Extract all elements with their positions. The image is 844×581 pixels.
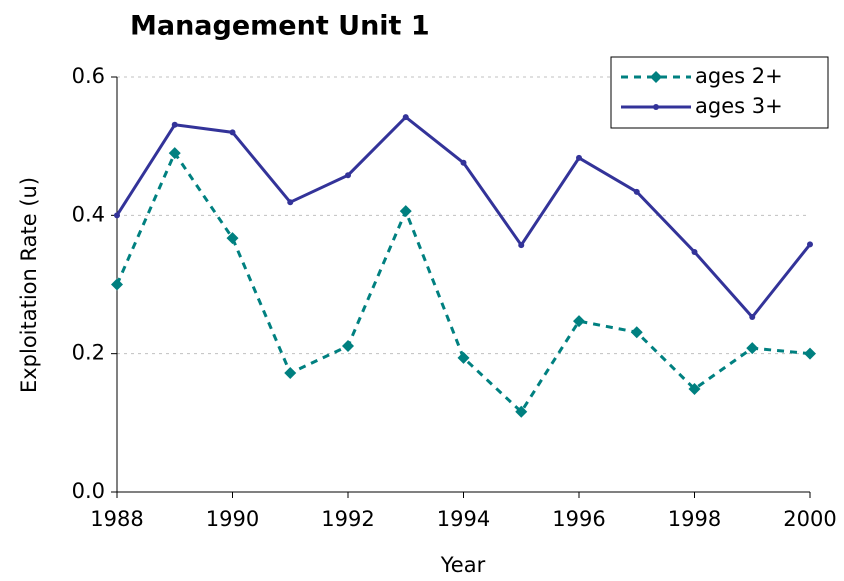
data-point — [749, 314, 756, 321]
y-tick-label: 0.0 — [72, 479, 105, 503]
data-point — [287, 199, 294, 206]
legend-marker — [650, 71, 662, 83]
legend-label: ages 2+ — [695, 64, 783, 88]
data-point — [114, 212, 120, 219]
data-point — [804, 347, 816, 360]
data-point — [342, 340, 354, 353]
legend-label: ages 3+ — [695, 94, 783, 118]
x-tick-label: 1998 — [668, 507, 721, 531]
data-point — [402, 114, 409, 121]
x-axis-label: Year — [440, 553, 486, 577]
y-axis-label: Exploitation Rate (u) — [17, 177, 41, 393]
x-tick-label: 1994 — [437, 507, 490, 531]
data-point — [111, 278, 123, 291]
data-point — [688, 382, 701, 395]
legend-marker — [653, 104, 659, 110]
data-point — [576, 154, 582, 161]
data-point — [515, 405, 528, 418]
x-tick-label: 1992 — [321, 507, 374, 531]
data-point — [518, 242, 525, 249]
series-line — [115, 115, 812, 320]
data-point — [229, 129, 236, 136]
data-point — [633, 188, 640, 195]
data-point — [746, 342, 759, 355]
data-point — [399, 205, 412, 218]
y-tick-label: 0.2 — [72, 341, 105, 365]
y-tick-label: 0.6 — [72, 64, 105, 88]
data-point — [457, 351, 470, 364]
data-point — [168, 147, 181, 160]
data-point — [691, 248, 698, 255]
data-point — [573, 315, 585, 328]
x-tick-label: 1988 — [90, 507, 143, 531]
chart-title: Management Unit 1 — [130, 11, 430, 42]
y-tick-label: 0.4 — [72, 202, 105, 226]
data-point — [460, 159, 467, 166]
data-point — [345, 172, 351, 179]
data-point — [226, 232, 239, 245]
data-point — [630, 326, 643, 339]
data-point — [284, 367, 297, 380]
x-tick-label: 1990 — [206, 507, 259, 531]
data-point — [807, 241, 813, 248]
x-tick-label: 2000 — [783, 507, 836, 531]
x-tick-label: 1996 — [552, 507, 605, 531]
data-point — [171, 121, 178, 128]
series-line — [115, 149, 811, 415]
legend-box — [610, 56, 829, 129]
